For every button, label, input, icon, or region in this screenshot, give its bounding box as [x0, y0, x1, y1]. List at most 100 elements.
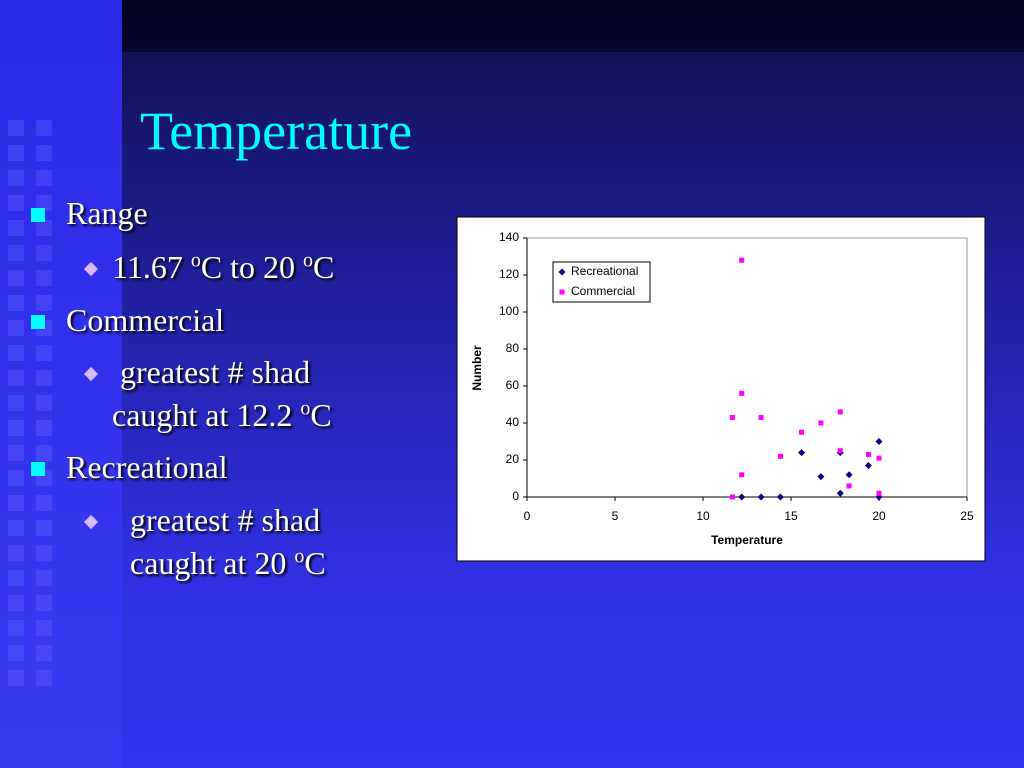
legend-label: Recreational: [571, 264, 638, 278]
pattern-square: [8, 345, 24, 361]
pattern-square: [8, 370, 24, 386]
bullet-square: [31, 315, 45, 329]
pattern-square: [8, 420, 24, 436]
x-tick-label: 25: [960, 509, 974, 523]
point: [799, 429, 805, 435]
side-pattern: [8, 120, 52, 686]
y-axis-label: Number: [470, 345, 484, 391]
y-tick-label: 60: [506, 378, 520, 392]
point: [876, 455, 882, 461]
pattern-square: [8, 645, 24, 661]
pattern-square: [8, 595, 24, 611]
pattern-square: [8, 145, 24, 161]
y-tick-label: 80: [506, 341, 520, 355]
pattern-square: [36, 395, 52, 411]
pattern-square: [36, 345, 52, 361]
text-run: Commercial: [66, 302, 225, 338]
point: [739, 390, 745, 396]
text-run: Range: [66, 195, 148, 231]
bullet-text: Range: [66, 192, 326, 235]
point: [758, 414, 764, 420]
pattern-square: [8, 245, 24, 261]
pattern-square: [8, 620, 24, 636]
pattern-square: [36, 220, 52, 236]
text-run: C: [313, 249, 335, 285]
point: [846, 483, 852, 489]
pattern-square: [8, 495, 24, 511]
text-run: greatest # shad caught at 12.2: [112, 354, 311, 433]
point: [817, 473, 825, 481]
point: [876, 490, 882, 496]
pattern-square: [8, 220, 24, 236]
pattern-square: [8, 570, 24, 586]
point: [845, 471, 853, 479]
legend-marker: [558, 268, 566, 276]
point: [739, 472, 745, 478]
pattern-square: [36, 645, 52, 661]
bullet-text: Commercial: [66, 299, 326, 342]
superscript: o: [294, 545, 305, 568]
point: [798, 449, 806, 457]
x-tick-label: 5: [612, 509, 619, 523]
pattern-square: [36, 195, 52, 211]
point: [837, 448, 843, 454]
text-run: C: [310, 397, 332, 433]
pattern-square: [36, 170, 52, 186]
y-tick-label: 40: [506, 415, 520, 429]
point: [818, 420, 824, 426]
point: [777, 453, 783, 459]
superscript: o: [303, 249, 314, 272]
text-run: 11.67: [112, 249, 191, 285]
point: [836, 489, 844, 497]
legend: [552, 261, 651, 303]
pattern-square: [8, 470, 24, 486]
point: [738, 493, 746, 501]
x-axis-label: Temperature: [711, 533, 783, 547]
text-run: C: [304, 545, 326, 581]
point: [729, 414, 735, 420]
legend-marker: [559, 289, 565, 295]
text-run: Recreational: [66, 449, 228, 485]
point: [757, 493, 765, 501]
pattern-square: [8, 195, 24, 211]
bullet-text: 11.67 oC to 20 oC: [112, 246, 432, 289]
pattern-square: [36, 445, 52, 461]
pattern-square: [36, 670, 52, 686]
x-tick-label: 15: [784, 509, 798, 523]
pattern-square: [8, 395, 24, 411]
point: [875, 438, 883, 445]
y-tick-label: 120: [499, 267, 519, 281]
pattern-square: [8, 270, 24, 286]
bullet-square: [31, 462, 45, 476]
pattern-square: [36, 420, 52, 436]
pattern-square: [8, 120, 24, 136]
side-strip: [0, 0, 122, 768]
pattern-square: [8, 295, 24, 311]
pattern-square: [36, 570, 52, 586]
pattern-square: [8, 445, 24, 461]
point: [865, 451, 871, 457]
slide-title: Temperature: [140, 101, 413, 161]
pattern-square: [36, 145, 52, 161]
pattern-square: [8, 670, 24, 686]
pattern-square: [8, 170, 24, 186]
pattern-square: [36, 620, 52, 636]
bullet-text: Recreational: [66, 446, 326, 489]
pattern-square: [36, 520, 52, 536]
point: [739, 257, 745, 263]
superscript: o: [190, 249, 201, 272]
pattern-square: [36, 120, 52, 136]
point: [776, 493, 784, 501]
point: [864, 462, 872, 470]
pattern-square: [36, 495, 52, 511]
x-tick-label: 0: [524, 509, 531, 523]
legend-label: Commercial: [571, 284, 635, 298]
y-tick-label: 100: [499, 304, 519, 318]
bullet-text: greatest # shad caught at 12.2 oC: [112, 351, 372, 437]
y-tick-label: 0: [512, 489, 519, 503]
text-run: C to 20: [200, 249, 304, 285]
x-tick-label: 10: [696, 509, 710, 523]
pattern-square: [36, 295, 52, 311]
